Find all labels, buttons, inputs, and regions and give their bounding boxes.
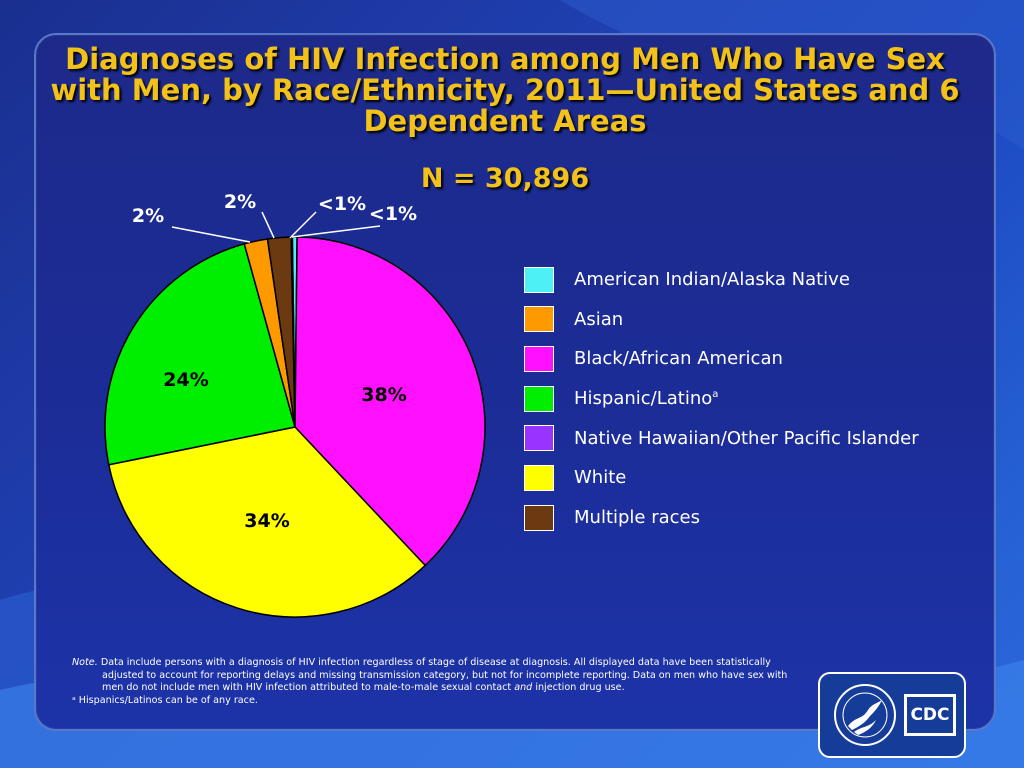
legend-item: Multiple races <box>524 504 964 531</box>
legend-swatch <box>524 345 554 372</box>
legend-swatch <box>524 266 554 293</box>
leader-line <box>291 225 381 238</box>
legend-swatch <box>524 464 554 491</box>
legend-item: White <box>524 464 964 491</box>
pie-slice <box>104 242 296 466</box>
legend-item: American Indian/Alaska Native <box>524 266 964 293</box>
cdc-wordmark: CDC <box>904 694 956 736</box>
legend-item: Black/African American <box>524 345 964 372</box>
legend-label: Multiple races <box>574 507 700 529</box>
legend-label: Native Hawaiian/Other Pacific Islander <box>574 427 919 449</box>
cdc-logo[interactable]: CDC <box>818 672 966 758</box>
slice-label: 38% <box>361 384 406 406</box>
note-label: Note. <box>72 657 98 668</box>
legend-swatch <box>524 504 554 531</box>
note-text-2: injection drug use. <box>532 682 625 693</box>
legend-label: Black/African American <box>574 348 783 370</box>
slice-label: 34% <box>244 510 289 532</box>
note-italic: and <box>514 682 533 693</box>
pie-slice <box>294 236 486 567</box>
slice-label: 24% <box>163 369 208 391</box>
chart-legend: American Indian/Alaska Native Asian Black/… <box>524 266 964 544</box>
legend-label: White <box>574 467 627 489</box>
legend-item: Hispanic/Latinoa <box>524 385 964 412</box>
slice-label: <1% <box>369 203 417 225</box>
chart-title: Diagnoses of HIV Infection among Men Who… <box>50 42 960 138</box>
note-text-1: Data include persons with a diagnosis of… <box>97 657 788 693</box>
leader-line <box>171 226 251 243</box>
pie-slice <box>107 426 427 618</box>
legend-item: Native Hawaiian/Other Pacific Islander <box>524 425 964 452</box>
legend-label: American Indian/Alaska Native <box>574 269 850 290</box>
leader-line <box>289 211 317 239</box>
slice-label: <1% <box>318 193 366 215</box>
legend-label: Hispanic/Latinoa <box>574 388 719 410</box>
legend-label: Asian <box>574 308 624 330</box>
chart-subtitle: N = 30,896 <box>420 163 590 194</box>
chart-note: Note. Data include persons with a diagno… <box>72 657 792 707</box>
legend-swatch <box>524 306 554 333</box>
slice-label: 2% <box>224 191 256 213</box>
footnote: ᵃ Hispanics/Latinos can be of any race. <box>72 694 258 706</box>
slice-label: 2% <box>132 205 164 227</box>
hhs-seal-icon <box>834 684 896 746</box>
legend-item: Asian <box>524 306 964 333</box>
legend-swatch <box>524 385 554 412</box>
legend-swatch <box>524 425 554 452</box>
leader-line <box>261 211 275 239</box>
